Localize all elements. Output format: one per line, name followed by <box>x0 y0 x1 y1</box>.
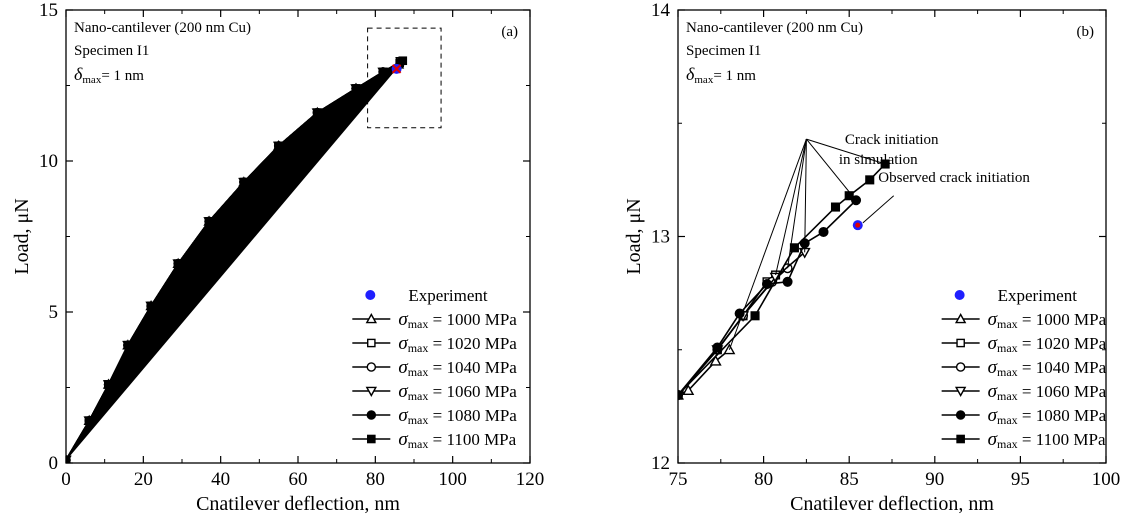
series-line-3 <box>678 251 806 396</box>
legend-marker-2 <box>366 362 377 372</box>
legend-label-1: σmax = 1020 MPa <box>988 333 1107 355</box>
y-tick-label: 15 <box>39 0 58 21</box>
legend-label-4: σmax = 1080 MPa <box>398 405 517 427</box>
x-tick-label: 95 <box>1011 469 1030 490</box>
x-tick-label: 0 <box>61 469 71 490</box>
series-point-0 <box>709 354 722 366</box>
callout-line-2 <box>787 139 807 269</box>
series-line-4 <box>678 199 857 396</box>
y-tick-label: 5 <box>49 302 59 323</box>
series-point-5 <box>830 202 841 212</box>
series-point-5 <box>398 56 408 66</box>
panel-label: (a) <box>501 24 518 40</box>
legend-label-5: σmax = 1100 MPa <box>988 429 1106 451</box>
panel-a: 0 20 40 60 80 100 120 0 5 10 15 Cnatilever deflecti… <box>11 0 544 515</box>
y-tick-label: 10 <box>39 151 58 172</box>
x-tick-label: 75 <box>669 469 688 490</box>
annotation-line-2: Specimen I1 <box>686 43 761 59</box>
legend-marker-4 <box>366 410 377 420</box>
legend-label-0: σmax = 1000 MPa <box>988 309 1107 331</box>
annotation-line-1: Nano-cantilever (200 nm Cu) <box>686 20 863 36</box>
callout-observed: Observed crack initiation <box>878 170 1030 186</box>
legend-marker-5 <box>956 434 965 444</box>
legend-label-0: σmax = 1000 MPa <box>398 309 517 331</box>
series-point-4 <box>818 226 829 237</box>
zoom-box <box>367 27 442 129</box>
series-point-4 <box>782 276 793 287</box>
x-tick-label: 80 <box>754 469 773 490</box>
y-tick-label: 13 <box>651 227 670 248</box>
legend-marker-2 <box>955 362 966 372</box>
series-point-5 <box>865 175 875 185</box>
x-tick-label: 100 <box>1092 469 1121 490</box>
callout-line-1 <box>775 138 807 276</box>
y-axis-label: Load, μN <box>623 198 645 274</box>
callout-line-4 <box>806 138 857 201</box>
panel-label: (b) <box>1077 24 1095 40</box>
x-tick-label: 80 <box>366 469 385 490</box>
legend-label-5: σmax = 1100 MPa <box>398 429 516 451</box>
legend-marker-4 <box>955 410 966 420</box>
series-point-0 <box>682 384 695 396</box>
annotation-line-3: δmax= 1 nm <box>74 64 144 86</box>
x-tick-label: 60 <box>289 469 308 490</box>
legend-marker-0 <box>954 313 967 324</box>
legend-label-3: σmax = 1060 MPa <box>398 381 517 403</box>
legend-label-experiment: Experiment <box>998 286 1078 305</box>
x-axis-label: Cnatilever deflection, nm <box>790 493 994 515</box>
annotation-line-1: Nano-cantilever (200 nm Cu) <box>74 20 251 36</box>
y-tick-label: 0 <box>49 453 59 474</box>
series-band <box>66 60 403 461</box>
crack-marker <box>391 64 402 74</box>
series-point-4 <box>762 279 773 290</box>
x-tick-label: 120 <box>516 469 545 490</box>
legend-label-2: σmax = 1040 MPa <box>398 357 517 379</box>
x-axis-label: Cnatilever deflection, nm <box>196 493 400 515</box>
panel-b: 75 80 85 90 95 100 12 13 14 Cnatilever deflection… <box>623 0 1120 515</box>
callout-line-5 <box>806 138 886 165</box>
legend-label-2: σmax = 1040 MPa <box>988 357 1107 379</box>
data-area <box>678 159 890 402</box>
legend-label-1: σmax = 1020 MPa <box>398 333 517 355</box>
series-point-5 <box>789 243 799 253</box>
x-tick-label: 100 <box>438 469 467 490</box>
x-tick-label: 90 <box>925 469 944 490</box>
x-tick-label: 20 <box>134 469 153 490</box>
callout-observed-line <box>862 195 895 224</box>
legend-marker-5 <box>367 434 376 444</box>
series-point-4 <box>712 342 723 353</box>
legend-marker-1 <box>367 338 376 348</box>
legend-marker-experiment <box>365 290 376 300</box>
y-tick-label: 12 <box>651 453 670 474</box>
callout-crack-sim-1: Crack initiation <box>845 132 939 148</box>
callout-line-3 <box>804 139 807 253</box>
series-line-0 <box>678 349 730 396</box>
y-tick-label: 14 <box>651 0 671 21</box>
data-area <box>66 56 408 463</box>
annotation-line-3: δmax= 1 nm <box>686 64 756 86</box>
series-point-5 <box>678 390 683 400</box>
legend-marker-1 <box>956 338 965 348</box>
annotation-line-2: Specimen I1 <box>74 43 149 59</box>
x-tick-label: 40 <box>211 469 230 490</box>
legend-marker-0 <box>365 313 378 324</box>
legend-marker-3 <box>954 386 967 397</box>
legend-marker-experiment <box>954 290 965 300</box>
legend-label-3: σmax = 1060 MPa <box>988 381 1107 403</box>
legend-marker-3 <box>365 386 378 397</box>
series-point-5 <box>880 159 890 169</box>
callout-crack-sim-2: in simulation <box>839 152 918 168</box>
series-point-5 <box>66 455 71 463</box>
legend-label-4: σmax = 1080 MPa <box>988 405 1107 427</box>
legend-label-experiment: Experiment <box>408 286 488 305</box>
x-tick-label: 85 <box>840 469 859 490</box>
y-axis-label: Load, μN <box>11 198 33 274</box>
crack-marker <box>855 222 861 228</box>
series-point-5 <box>750 311 760 321</box>
callout-line-0 <box>728 138 807 350</box>
